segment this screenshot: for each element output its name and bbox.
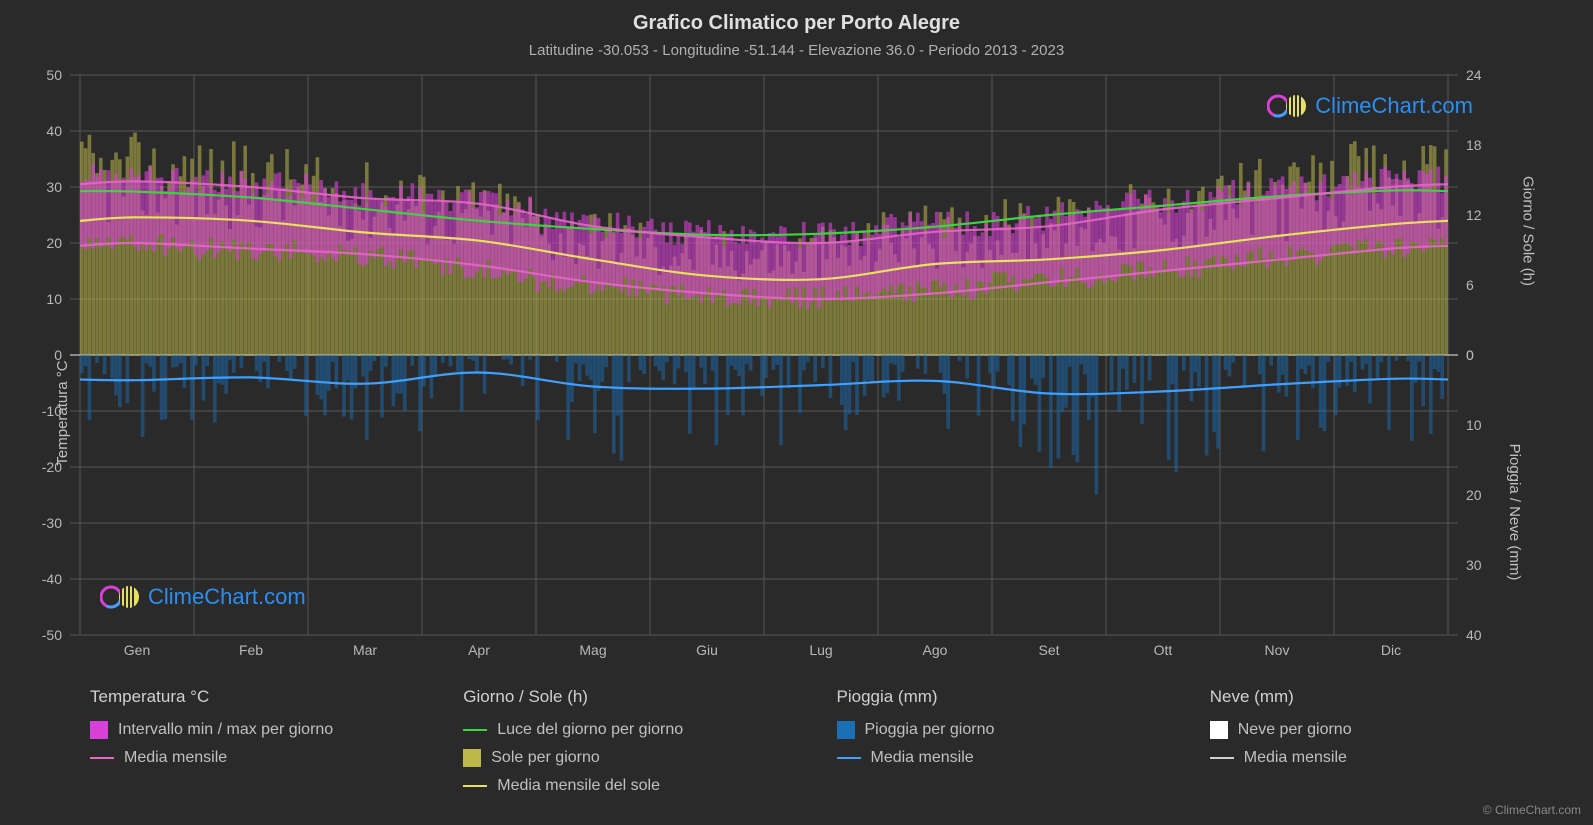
y-left-tick: 20 xyxy=(46,235,62,251)
y-right-top-tick: 12 xyxy=(1466,207,1482,223)
x-month-tick: Lug xyxy=(809,642,832,658)
legend-item-label: Intervallo min / max per giorno xyxy=(118,721,333,739)
x-month-tick: Nov xyxy=(1265,642,1290,658)
legend-line-icon xyxy=(837,757,861,759)
legend-group-title: Pioggia (mm) xyxy=(837,687,1160,707)
y-right-bot-tick: 10 xyxy=(1466,417,1482,433)
y-left-tick: 10 xyxy=(46,291,62,307)
x-month-tick: Ott xyxy=(1154,642,1173,658)
legend: Temperatura °C Intervallo min / max per g… xyxy=(90,687,1533,805)
y-right-top-tick: 6 xyxy=(1466,277,1474,293)
legend-group-title: Neve (mm) xyxy=(1210,687,1533,707)
legend-group: Giorno / Sole (h) Luce del giorno per gio… xyxy=(463,687,786,805)
legend-swatch-icon xyxy=(837,721,855,739)
legend-item: Media mensile xyxy=(837,749,1160,767)
x-month-tick: Apr xyxy=(468,642,490,658)
y-left-tick: 30 xyxy=(46,179,62,195)
climechart-logo-icon xyxy=(100,583,142,611)
legend-line-icon xyxy=(1210,757,1234,759)
y-left-tick: 40 xyxy=(46,123,62,139)
legend-group: Temperatura °C Intervallo min / max per g… xyxy=(90,687,413,805)
y-right-bot-tick: 20 xyxy=(1466,487,1482,503)
y-right-bot-tick: 0 xyxy=(1466,347,1474,363)
y-right-top-tick: 18 xyxy=(1466,137,1482,153)
legend-item: Pioggia per giorno xyxy=(837,721,1160,739)
legend-item: Intervallo min / max per giorno xyxy=(90,721,413,739)
legend-item: Media mensile xyxy=(90,749,413,767)
y-left-tick: -50 xyxy=(42,627,62,643)
legend-swatch-icon xyxy=(1210,721,1228,739)
x-month-tick: Mag xyxy=(579,642,606,658)
chart-title: Grafico Climatico per Porto Alegre xyxy=(0,12,1593,35)
legend-item: Media mensile xyxy=(1210,749,1533,767)
y-right-top-tick: 24 xyxy=(1466,67,1482,83)
x-month-tick: Set xyxy=(1038,642,1059,658)
y-left-tick: -40 xyxy=(42,571,62,587)
legend-group-title: Temperatura °C xyxy=(90,687,413,707)
legend-item: Luce del giorno per giorno xyxy=(463,721,786,739)
legend-item-label: Media mensile del sole xyxy=(497,777,660,795)
y-left-tick: 50 xyxy=(46,67,62,83)
x-month-tick: Ago xyxy=(923,642,948,658)
y-axis-right-bot-label: Pioggia / Neve (mm) xyxy=(1506,443,1523,580)
legend-item-label: Media mensile xyxy=(124,749,227,767)
rain-bars xyxy=(80,355,1444,495)
legend-line-icon xyxy=(463,729,487,731)
legend-item: Neve per giorno xyxy=(1210,721,1533,739)
legend-item-label: Luce del giorno per giorno xyxy=(497,721,683,739)
legend-item: Media mensile del sole xyxy=(463,777,786,795)
legend-swatch-icon xyxy=(463,749,481,767)
chart-subtitle: Latitudine -30.053 - Longitudine -51.144… xyxy=(0,42,1593,59)
plot-svg: -50-40-30-20-100102030405006121824010203… xyxy=(70,75,1458,635)
legend-item-label: Neve per giorno xyxy=(1238,721,1352,739)
legend-group: Neve (mm) Neve per giorno Media mensile xyxy=(1210,687,1533,805)
legend-line-icon xyxy=(90,757,114,759)
watermark-text: ClimeChart.com xyxy=(148,584,306,610)
climechart-logo-icon xyxy=(1267,92,1309,120)
copyright: © ClimeChart.com xyxy=(1483,803,1581,817)
plot-area: -50-40-30-20-100102030405006121824010203… xyxy=(70,75,1458,635)
watermark-bottom: ClimeChart.com xyxy=(100,583,306,611)
watermark-top: ClimeChart.com xyxy=(1267,92,1473,120)
legend-item-label: Media mensile xyxy=(871,749,974,767)
legend-item-label: Sole per giorno xyxy=(491,749,600,767)
y-right-bot-tick: 30 xyxy=(1466,557,1482,573)
legend-item: Sole per giorno xyxy=(463,749,786,767)
y-left-tick: 0 xyxy=(54,347,62,363)
climate-chart: Grafico Climatico per Porto Alegre Latit… xyxy=(0,0,1593,825)
legend-line-icon xyxy=(463,785,487,787)
x-month-tick: Feb xyxy=(239,642,263,658)
x-month-tick: Dic xyxy=(1381,642,1401,658)
x-month-tick: Giu xyxy=(696,642,718,658)
y-left-tick: -30 xyxy=(42,515,62,531)
y-left-tick: -10 xyxy=(42,403,62,419)
legend-swatch-icon xyxy=(90,721,108,739)
y-right-bot-tick: 40 xyxy=(1466,627,1482,643)
x-month-tick: Gen xyxy=(124,642,150,658)
y-left-tick: -20 xyxy=(42,459,62,475)
x-month-tick: Mar xyxy=(353,642,377,658)
legend-item-label: Media mensile xyxy=(1244,749,1347,767)
legend-item-label: Pioggia per giorno xyxy=(865,721,995,739)
watermark-text: ClimeChart.com xyxy=(1315,93,1473,119)
y-axis-right-top-label: Giorno / Sole (h) xyxy=(1519,176,1536,286)
legend-group: Pioggia (mm) Pioggia per giorno Media mens… xyxy=(837,687,1160,805)
legend-group-title: Giorno / Sole (h) xyxy=(463,687,786,707)
